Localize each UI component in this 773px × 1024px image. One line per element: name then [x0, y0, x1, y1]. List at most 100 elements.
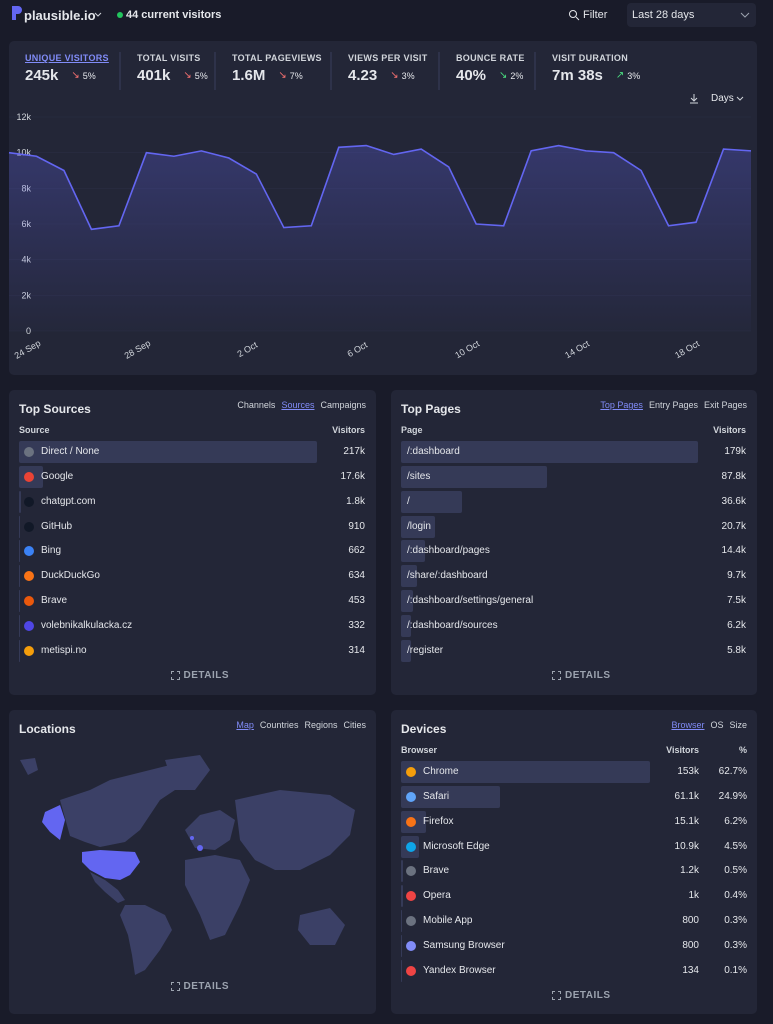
metric-label[interactable]: VISIT DURATION [552, 53, 629, 63]
row-percent: 0.5% [724, 865, 747, 877]
bar [19, 490, 22, 513]
tab[interactable]: Cities [343, 720, 366, 730]
metric-label[interactable]: BOUNCE RATE [456, 53, 525, 63]
bar [401, 860, 403, 883]
bar [401, 565, 418, 588]
metric-label[interactable]: VIEWS PER VISIT [348, 53, 428, 63]
tab[interactable]: Size [729, 720, 747, 730]
x-tick-label: 18 Oct [673, 338, 701, 360]
row-value: 1.2k [680, 865, 699, 877]
column-header: Browser [401, 745, 438, 755]
interval-select[interactable]: Days [711, 93, 734, 104]
filter-button[interactable]: Filter [583, 9, 608, 21]
row-label[interactable]: DuckDuckGo [41, 570, 100, 582]
metric-label[interactable]: TOTAL PAGEVIEWS [232, 53, 322, 63]
tab[interactable]: Entry Pages [648, 400, 698, 410]
live-dot [117, 12, 123, 18]
row-label[interactable]: Firefox [423, 815, 454, 827]
metric-value: 1.6M [232, 67, 266, 84]
x-tick-label: 24 Sep [13, 338, 43, 361]
column-header: Visitors [666, 745, 699, 755]
row-label[interactable]: volebnikalkulacka.cz [41, 619, 133, 631]
row-label[interactable]: chatgpt.com [41, 495, 96, 507]
icon [24, 546, 34, 557]
row-label[interactable]: Mobile App [423, 915, 473, 927]
tab[interactable]: Sources [281, 400, 315, 410]
row-label[interactable]: Brave [423, 865, 450, 877]
row-label[interactable]: /register [407, 644, 444, 656]
details-button[interactable]: DETAILS [170, 670, 230, 681]
icon [24, 571, 34, 582]
row-value: 20.7k [721, 520, 746, 532]
details-button[interactable]: DETAILS [170, 981, 230, 992]
metric-value: 7m 38s [552, 67, 603, 84]
row-value: 14.4k [721, 545, 746, 557]
row-label[interactable]: /:dashboard [407, 446, 460, 457]
download-icon[interactable] [690, 94, 698, 104]
row-label[interactable]: /:dashboard/pages [407, 545, 490, 557]
row-label[interactable]: /share/:dashboard [407, 570, 488, 582]
row-value: 15.1k [674, 815, 699, 827]
card [9, 390, 376, 695]
row-label[interactable]: Direct / None [41, 446, 100, 457]
row-label[interactable]: /login [407, 520, 431, 532]
row-percent: 0.3% [724, 915, 747, 927]
row-label[interactable]: Microsoft Edge [423, 840, 490, 852]
tab[interactable]: Map [236, 720, 254, 730]
tab[interactable]: Campaigns [320, 400, 366, 410]
metric-row: 7m 38s ↗ 3% [552, 67, 640, 84]
bar [401, 515, 436, 538]
panel-title: Devices [401, 722, 447, 736]
period-label[interactable]: Last 28 days [632, 9, 695, 21]
row-label[interactable]: Safari [423, 790, 450, 802]
row-label[interactable]: GitHub [41, 520, 73, 532]
row-value: 910 [348, 520, 365, 532]
details-button[interactable]: DETAILS [552, 990, 611, 1001]
row-percent: 0.4% [724, 890, 747, 902]
icon [406, 940, 416, 951]
row-label[interactable]: / [407, 495, 410, 507]
row-label[interactable]: /sites [407, 470, 431, 482]
row-label[interactable]: Chrome [423, 766, 459, 777]
metric-label[interactable]: TOTAL VISITS [137, 53, 201, 63]
row-label[interactable]: /:dashboard/sources [407, 619, 498, 631]
tab[interactable]: Browser [671, 720, 705, 730]
row-label[interactable]: Yandex Browser [423, 964, 496, 976]
icon [24, 645, 34, 656]
tab[interactable]: Exit Pages [703, 400, 747, 410]
row-label[interactable]: Samsung Browser [423, 939, 505, 951]
row-label[interactable]: Opera [423, 890, 451, 902]
row-value: 634 [348, 570, 365, 582]
bar [19, 540, 20, 563]
icon [24, 521, 34, 532]
row-label[interactable]: Bing [41, 545, 62, 557]
tabs: Map Countries Regions Cities [236, 720, 366, 730]
tab[interactable]: Regions [304, 720, 338, 730]
metric-change: 5% [82, 70, 96, 81]
row-label[interactable]: Brave [41, 595, 68, 607]
row-label[interactable]: metispi.no [41, 644, 87, 656]
bar [401, 590, 414, 613]
bar [401, 934, 403, 957]
period-select[interactable] [627, 3, 756, 27]
metric-arrow: ↗ [615, 70, 625, 81]
tabs: Channels Sources Campaigns [237, 400, 366, 410]
bar [401, 761, 650, 783]
bar [401, 885, 403, 908]
tab[interactable]: Channels [237, 400, 276, 410]
metric-value: 4.23 [348, 67, 378, 84]
metric-label[interactable]: UNIQUE VISITORS [25, 53, 109, 63]
row-label[interactable]: /:dashboard/settings/general [407, 595, 534, 607]
row-value: 10.9k [674, 840, 699, 852]
tab[interactable]: Countries [259, 720, 299, 730]
row-label[interactable]: Google [41, 470, 74, 482]
icon [406, 767, 416, 777]
bar [19, 515, 21, 538]
tab[interactable]: OS [710, 720, 724, 730]
tab[interactable]: Top Pages [600, 400, 643, 410]
x-tick-label: 6 Oct [345, 339, 369, 359]
icon [24, 620, 34, 631]
details-button[interactable]: DETAILS [552, 670, 611, 681]
icon [406, 916, 416, 927]
